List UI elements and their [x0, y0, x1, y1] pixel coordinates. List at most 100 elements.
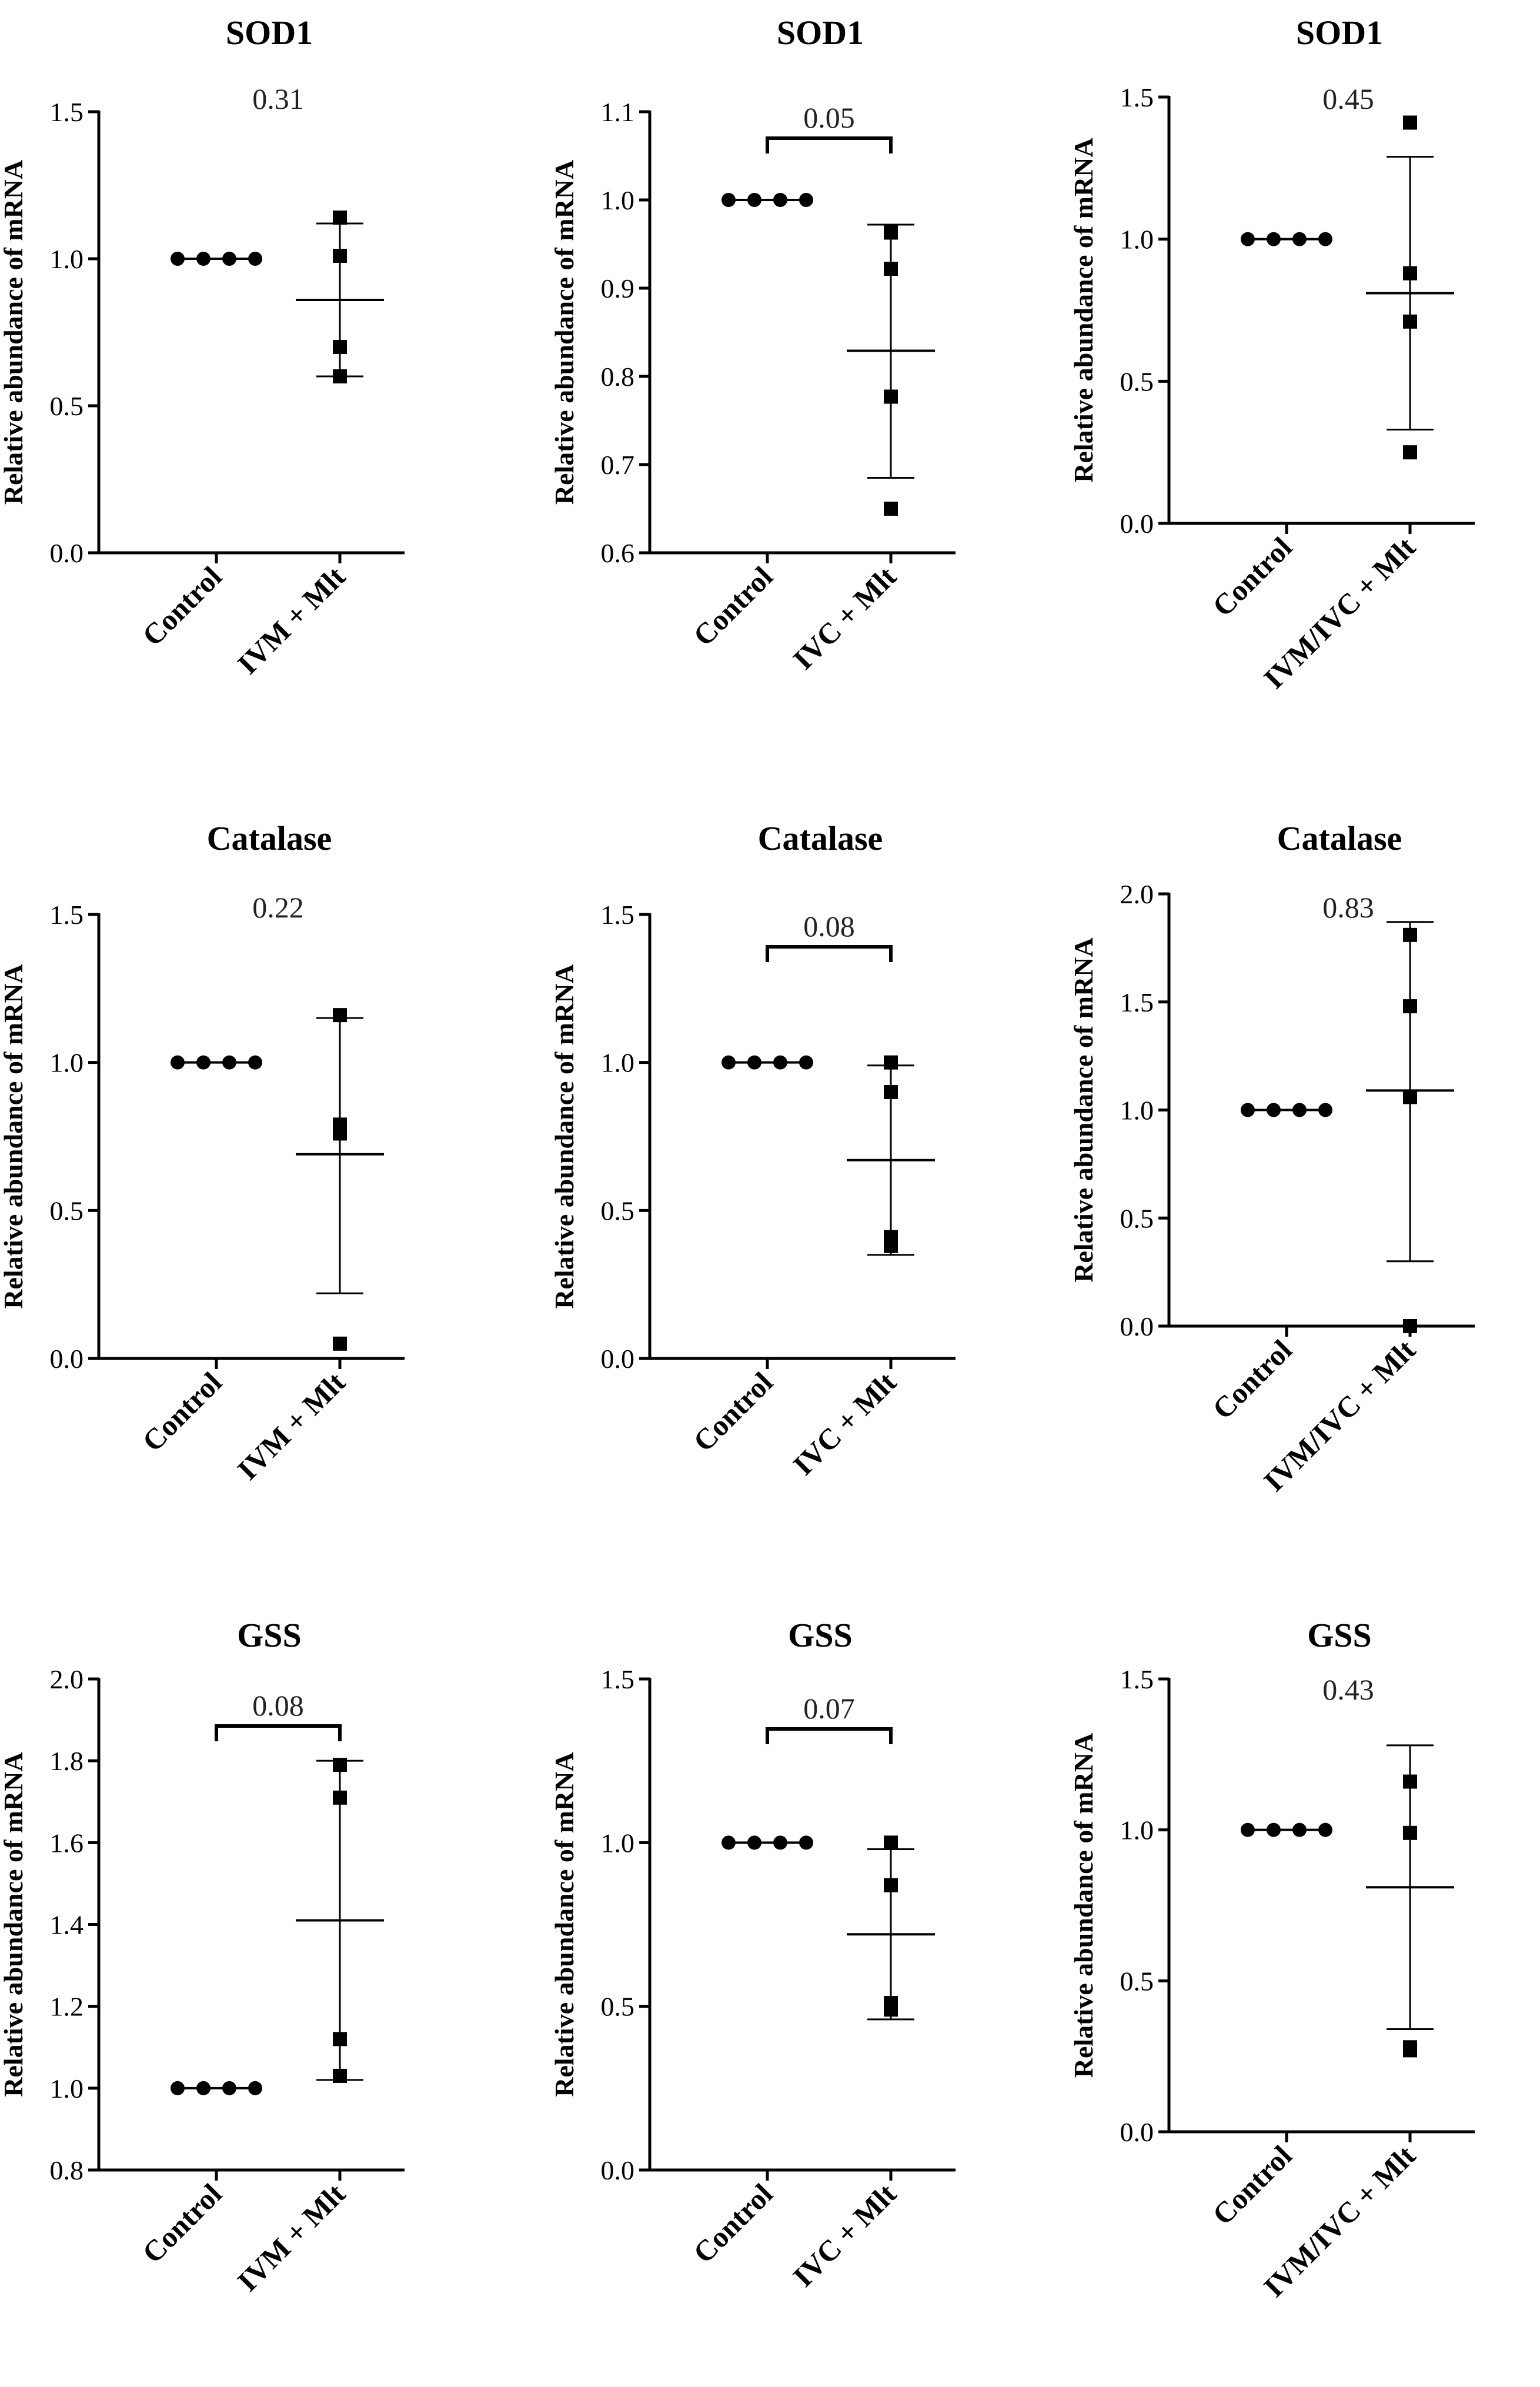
- treatment-data-point: [884, 262, 898, 276]
- y-tick-label: 0.5: [1120, 1203, 1154, 1233]
- control-data-point: [1318, 1822, 1332, 1837]
- control-data-point: [248, 2081, 262, 2095]
- y-tick-label: 0.7: [601, 450, 635, 480]
- y-tick-label: 0.6: [601, 538, 635, 568]
- y-tick-label: 0.5: [1120, 366, 1154, 396]
- control-data-point: [1292, 1103, 1307, 1117]
- x-category-label: IVM + Mlt: [231, 2177, 352, 2298]
- control-data-point: [1318, 1103, 1332, 1117]
- y-axis-label: Relative abundance of mRNA: [1068, 937, 1098, 1282]
- treatment-data-point: [1403, 115, 1417, 130]
- treatment-data-point: [333, 1126, 347, 1141]
- chart-title: SOD1: [1296, 14, 1383, 52]
- chart-title: Catalase: [207, 819, 332, 857]
- y-tick-label: 0.8: [601, 362, 635, 392]
- y-tick-label: 0.0: [1120, 509, 1154, 539]
- control-data-point: [799, 1055, 813, 1070]
- control-data-point: [1267, 1822, 1281, 1837]
- chart-title: GSS: [237, 1616, 302, 1654]
- control-data-point: [196, 2081, 211, 2095]
- control-data-point: [1267, 1103, 1281, 1117]
- chart-panel-2: SOD1 Relative abundance of mRNA 0.6 0.7 0.8 0…: [549, 14, 956, 676]
- treatment-data-point: [333, 249, 347, 263]
- p-value-label: 0.05: [803, 101, 855, 134]
- x-category-label: IVC + Mlt: [787, 560, 903, 676]
- treatment-data-point: [1403, 314, 1417, 329]
- y-tick-label: 1.5: [50, 900, 84, 930]
- x-category-label: IVM + Mlt: [231, 1366, 352, 1486]
- control-data-point: [721, 1055, 736, 1070]
- treatment-data-point: [1403, 1774, 1417, 1789]
- treatment-data-point: [333, 2032, 347, 2047]
- control-data-point: [1241, 1103, 1255, 1117]
- control-data-point: [1267, 232, 1281, 246]
- y-axis-label: Relative abundance of mRNA: [1068, 138, 1098, 482]
- chart-title: SOD1: [777, 14, 864, 52]
- chart-panel-3: SOD1 Relative abundance of mRNA 0.0 0.5 1.0 1…: [1068, 14, 1475, 695]
- treatment-data-point: [884, 1878, 898, 1892]
- treatment-data-point: [1403, 1319, 1417, 1333]
- chart-panel-6: Catalase Relative abundance of mRNA 0.0 0.5…: [1068, 819, 1475, 1498]
- x-category-label: Control: [1206, 530, 1298, 623]
- control-data-point: [248, 252, 262, 266]
- y-tick-label: 0.0: [1120, 2117, 1154, 2147]
- p-value-label: 0.08: [803, 910, 855, 943]
- control-data-point: [747, 1835, 761, 1850]
- y-tick-label: 1.0: [1120, 225, 1154, 255]
- treatment-data-point: [333, 1336, 347, 1351]
- treatment-data-point: [884, 1085, 898, 1099]
- x-category-label: Control: [136, 560, 228, 652]
- treatment-data-point: [884, 502, 898, 516]
- p-value-label: 0.07: [803, 1692, 855, 1725]
- y-tick-label: 1.0: [50, 244, 84, 274]
- x-category-label: Control: [687, 2177, 779, 2269]
- control-data-point: [171, 2081, 185, 2095]
- x-category-label: Control: [687, 560, 779, 652]
- treatment-data-point: [1403, 1825, 1417, 1840]
- x-category-label: IVM + Mlt: [231, 560, 352, 680]
- control-data-point: [721, 193, 736, 207]
- y-axis-label: Relative abundance of mRNA: [1068, 1733, 1098, 2078]
- y-tick-label: 1.0: [1120, 1815, 1154, 1845]
- x-category-label: Control: [136, 2177, 228, 2269]
- control-data-point: [222, 1055, 236, 1070]
- significance-bracket: [215, 1724, 342, 1741]
- x-category-label: Control: [1206, 1333, 1298, 1425]
- y-tick-label: 1.5: [1120, 82, 1154, 112]
- chart-title: Catalase: [1277, 819, 1402, 857]
- treatment-data-point: [333, 1790, 347, 1805]
- y-axis-label: Relative abundance of mRNA: [549, 160, 579, 505]
- control-data-point: [721, 1835, 736, 1850]
- control-data-point: [773, 1835, 787, 1850]
- y-tick-label: 0.5: [601, 1196, 635, 1226]
- control-data-point: [747, 193, 761, 207]
- significance-bracket: [766, 136, 893, 153]
- treatment-data-point: [884, 2002, 898, 2017]
- treatment-data-point: [884, 1055, 898, 1070]
- treatment-data-point: [333, 369, 347, 383]
- y-tick-label: 0.9: [601, 273, 635, 303]
- p-value-label: 0.45: [1322, 82, 1374, 115]
- x-category-label: IVC + Mlt: [787, 1366, 903, 1481]
- y-tick-label: 0.8: [50, 2155, 84, 2185]
- chart-panel-7: GSS Relative abundance of mRNA 0.8 1.0 1.2 1.…: [0, 1616, 405, 2298]
- treatment-data-point: [884, 389, 898, 404]
- treatment-data-point: [1403, 445, 1417, 460]
- y-axis-label: Relative abundance of mRNA: [549, 1752, 579, 2096]
- control-data-point: [799, 1835, 813, 1850]
- y-tick-label: 1.8: [50, 1746, 84, 1776]
- significance-bracket: [766, 945, 893, 962]
- y-tick-label: 0.0: [50, 538, 84, 568]
- y-tick-label: 1.5: [1120, 987, 1154, 1017]
- x-category-label: Control: [687, 1366, 779, 1458]
- y-tick-label: 2.0: [1120, 879, 1154, 909]
- y-tick-label: 0.5: [1120, 1966, 1154, 1996]
- y-tick-label: 1.0: [601, 1828, 635, 1858]
- p-value-label: 0.22: [252, 891, 304, 924]
- y-tick-label: 0.0: [601, 2155, 635, 2185]
- treatment-data-point: [884, 1835, 898, 1850]
- control-data-point: [171, 1055, 185, 1070]
- x-category-label: Control: [136, 1366, 228, 1458]
- control-data-point: [1241, 1822, 1255, 1837]
